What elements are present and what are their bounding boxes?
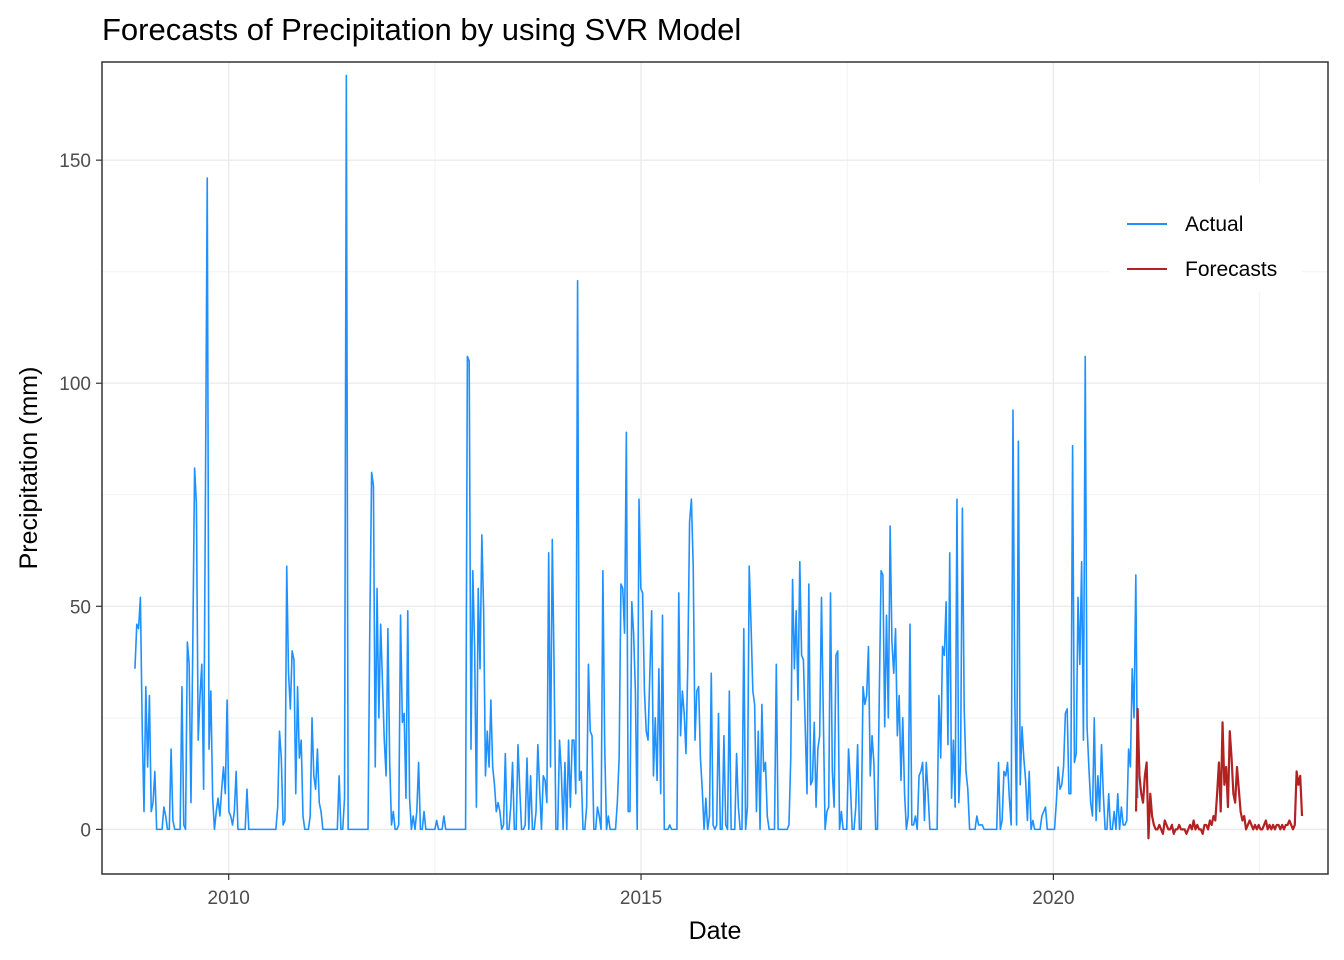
x-axis: 2010 2015 2020	[208, 874, 1075, 909]
y-tick-label: 150	[59, 151, 91, 172]
legend-background	[1110, 182, 1302, 292]
x-axis-title: Date	[689, 917, 742, 945]
y-tick-label: 100	[59, 374, 91, 395]
plot-border	[101, 61, 1329, 875]
legend-label-forecasts: Forecasts	[1185, 258, 1277, 281]
legend: Actual Forecasts	[1110, 182, 1302, 292]
y-axis-title: Precipitation (mm)	[15, 367, 43, 570]
series-layer	[134, 74, 1304, 840]
y-axis: 0 50 100 150	[59, 151, 102, 841]
grid-minor	[102, 62, 1328, 874]
series-line-forecasts	[1134, 707, 1304, 840]
grid-major	[102, 62, 1328, 874]
y-tick-label: 0	[80, 820, 91, 841]
y-tick-label: 50	[70, 597, 91, 618]
series-line-actual	[134, 74, 1139, 831]
x-tick-label: 2020	[1032, 888, 1074, 909]
x-tick-label: 2010	[208, 888, 250, 909]
chart-title: Forecasts of Precipitation by using SVR …	[102, 12, 741, 47]
x-tick-label: 2015	[620, 888, 662, 909]
legend-label-actual: Actual	[1185, 213, 1243, 236]
